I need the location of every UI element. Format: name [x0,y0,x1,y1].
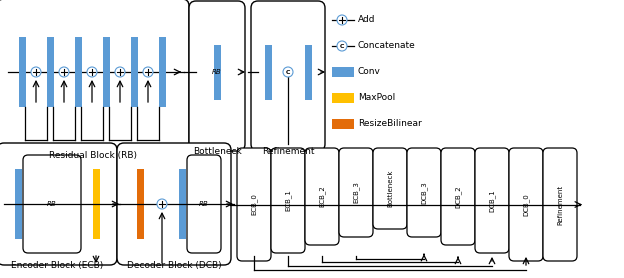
Text: Bottleneck: Bottleneck [387,170,393,207]
Text: ECB_0: ECB_0 [251,193,257,215]
Circle shape [31,67,41,77]
FancyBboxPatch shape [0,0,189,155]
Circle shape [337,41,347,51]
FancyBboxPatch shape [407,148,441,237]
Bar [178,169,185,239]
FancyBboxPatch shape [237,148,271,261]
Bar [19,37,26,107]
FancyBboxPatch shape [543,148,577,261]
Text: ECB_3: ECB_3 [353,182,359,203]
Circle shape [87,67,97,77]
Circle shape [157,199,167,209]
FancyBboxPatch shape [339,148,373,237]
Text: Decoder Block (DCB): Decoder Block (DCB) [127,261,222,270]
Bar [102,37,109,107]
Bar [92,169,99,239]
FancyBboxPatch shape [23,155,81,253]
Bar [158,37,165,107]
FancyBboxPatch shape [251,1,325,151]
Text: Add: Add [358,16,376,24]
Text: Refinement: Refinement [261,147,314,156]
Text: ECB_1: ECB_1 [285,190,291,212]
Text: Bottleneck: Bottleneck [193,147,241,156]
Text: DCB_1: DCB_1 [489,189,495,212]
Bar [47,37,54,107]
Bar [332,93,354,103]
FancyBboxPatch shape [189,1,245,151]
FancyBboxPatch shape [441,148,475,245]
Text: Refinement: Refinement [557,184,563,225]
Circle shape [283,67,293,77]
Circle shape [115,67,125,77]
FancyBboxPatch shape [373,148,407,229]
FancyBboxPatch shape [271,148,305,253]
FancyBboxPatch shape [305,148,339,245]
Text: C: C [286,70,290,75]
Text: DCB_3: DCB_3 [421,181,427,204]
Text: DCB_0: DCB_0 [523,193,529,216]
Circle shape [143,67,153,77]
Bar [74,37,82,107]
Text: Concatenate: Concatenate [358,41,416,51]
Text: DCB_2: DCB_2 [455,185,461,208]
Text: C: C [339,43,344,48]
Text: RB: RB [47,201,57,207]
FancyBboxPatch shape [509,148,543,261]
Bar [130,37,137,107]
Text: ResizeBilinear: ResizeBilinear [358,120,422,128]
FancyBboxPatch shape [0,143,117,265]
Text: RB: RB [199,201,209,207]
Bar [14,169,21,239]
Bar [332,119,354,129]
FancyBboxPatch shape [475,148,509,253]
Text: Conv: Conv [358,68,381,76]
Text: RB: RB [212,69,222,75]
Bar [137,169,144,239]
Bar [332,67,354,77]
FancyBboxPatch shape [187,155,221,253]
FancyBboxPatch shape [117,143,231,265]
Text: ECB_2: ECB_2 [319,186,325,207]
Bar [213,44,220,100]
Text: Residual Block (RB): Residual Block (RB) [49,151,137,160]
Bar [265,44,271,100]
Text: Encoder Block (ECB): Encoder Block (ECB) [11,261,103,270]
Bar [305,44,311,100]
Text: MaxPool: MaxPool [358,93,395,103]
Circle shape [337,15,347,25]
Circle shape [59,67,69,77]
